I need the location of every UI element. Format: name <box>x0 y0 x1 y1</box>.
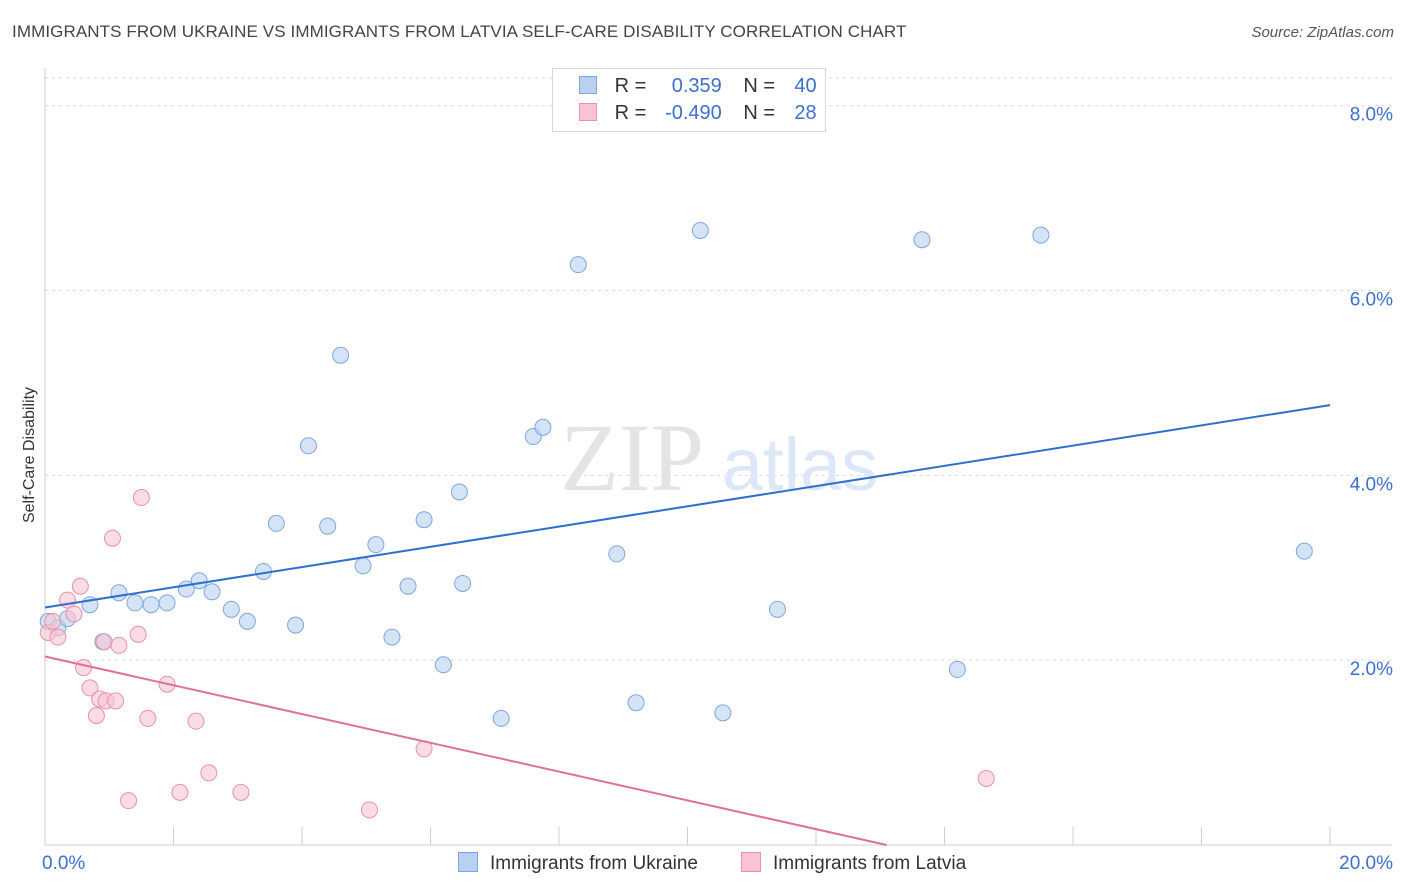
ukraine-point <box>110 584 128 602</box>
latvia-point <box>171 783 189 801</box>
ukraine-point <box>627 694 645 712</box>
y-tick-label: 4.0% <box>1350 474 1393 495</box>
grid-layer <box>45 77 1392 661</box>
x-tick-label-max: 20.0% <box>1339 853 1393 874</box>
ukraine-point <box>126 594 144 612</box>
ukraine-point <box>1295 542 1313 560</box>
ukraine-point <box>332 346 350 364</box>
latvia-point <box>132 489 150 507</box>
bottom-legend-ukraine: Immigrants from Ukraine <box>458 852 698 875</box>
ukraine-point <box>450 483 468 501</box>
ukraine-point <box>287 616 305 634</box>
trend-layer <box>44 404 1331 846</box>
legend-r-value: -0.490 <box>665 102 722 124</box>
bottom-legend-swatch-latvia <box>741 852 761 872</box>
ukraine-point <box>569 256 587 274</box>
latvia-point <box>95 633 113 651</box>
watermark-atlas: atlas <box>722 423 878 506</box>
latvia-point <box>87 707 105 725</box>
ukraine-point <box>203 583 221 601</box>
ukraine-point <box>158 594 176 612</box>
latvia-point <box>360 801 378 819</box>
latvia-trend-line <box>44 655 887 846</box>
latvia-point <box>65 605 83 623</box>
ukraine-point <box>948 660 966 678</box>
latvia-point <box>49 628 67 646</box>
legend-n-value: 28 <box>794 102 817 124</box>
latvia-point <box>139 709 157 727</box>
tick-label-layer: 2.0% 4.0% 6.0% 8.0% 0.0% 20.0% <box>42 105 1393 874</box>
legend-row-ukraine: R = 0.359 N = 40 <box>579 75 817 101</box>
ukraine-point <box>222 600 240 618</box>
y-tick-label: 2.0% <box>1350 659 1393 680</box>
legend-row-latvia: R = -0.490 N = 28 <box>579 102 817 128</box>
latvia-point <box>977 769 995 787</box>
legend-swatch-ukraine <box>579 76 597 94</box>
latvia-point <box>81 679 99 697</box>
ukraine-point <box>768 600 786 618</box>
bottom-legend-label-latvia: Immigrants from Latvia <box>773 853 967 874</box>
legend-swatch-latvia <box>579 103 597 121</box>
latvia-point <box>200 764 218 782</box>
y-axis-label: Self-Care Disability <box>21 386 38 524</box>
ukraine-point <box>534 418 552 436</box>
ukraine-point <box>415 511 433 529</box>
ukraine-point <box>608 545 626 563</box>
ukraine-point <box>913 231 931 249</box>
latvia-point <box>110 636 128 654</box>
ukraine-point <box>399 577 417 595</box>
source-label: Source: ZipAtlas.com <box>1251 24 1394 41</box>
latvia-point <box>44 612 62 630</box>
latvia-point <box>232 783 250 801</box>
ukraine-point <box>691 221 709 239</box>
ukraine-trend-line <box>44 404 1331 609</box>
watermark: ZIP atlas <box>560 404 878 511</box>
bottom-legend-latvia: Immigrants from Latvia <box>741 852 966 875</box>
ukraine-point <box>190 572 208 590</box>
watermark-zip: ZIP <box>560 404 704 511</box>
ukraine-point <box>492 709 510 727</box>
latvia-point <box>187 712 205 730</box>
bottom-legend-label-ukraine: Immigrants from Ukraine <box>490 853 698 874</box>
ukraine-point <box>383 628 401 646</box>
axis-layer <box>44 68 1392 846</box>
points-layer <box>39 221 1313 819</box>
ukraine-point <box>319 517 337 535</box>
latvia-point <box>71 577 89 595</box>
ukraine-point <box>434 656 452 674</box>
ukraine-point <box>142 596 160 614</box>
legend-r-label: R = <box>614 102 647 124</box>
correlation-legend: R = 0.359 N = 40 R = -0.490 N = 28 <box>552 68 826 132</box>
latvia-point <box>129 625 147 643</box>
latvia-point <box>107 692 125 710</box>
ukraine-point <box>367 536 385 554</box>
ukraine-point <box>238 612 256 630</box>
chart-title: IMMIGRANTS FROM UKRAINE VS IMMIGRANTS FR… <box>12 22 907 41</box>
ukraine-point <box>299 437 317 455</box>
latvia-point <box>103 529 121 547</box>
bottom-legend-swatch-ukraine <box>458 852 478 872</box>
y-tick-label: 8.0% <box>1350 105 1393 126</box>
legend-r-value: 0.359 <box>671 75 722 97</box>
ukraine-point <box>267 514 285 532</box>
legend-n-label: N = <box>743 102 776 124</box>
ukraine-point <box>454 574 472 592</box>
ukraine-point <box>714 704 732 722</box>
legend-n-value: 40 <box>794 75 817 97</box>
ukraine-point <box>1032 226 1050 244</box>
x-tick-label-min: 0.0% <box>42 853 85 874</box>
y-tick-label: 6.0% <box>1350 290 1393 311</box>
legend-n-label: N = <box>743 75 776 97</box>
ukraine-point <box>354 557 372 575</box>
latvia-point <box>120 792 138 810</box>
legend-r-label: R = <box>614 75 647 97</box>
latvia-point <box>75 659 93 677</box>
